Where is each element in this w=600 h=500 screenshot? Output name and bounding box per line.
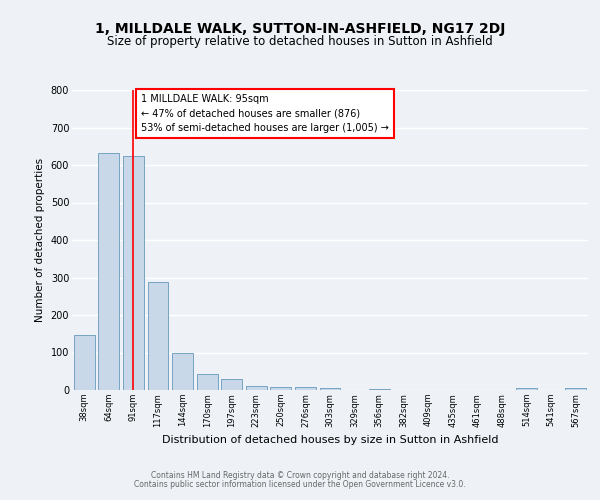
Bar [516,388,537,390]
Bar [320,388,340,390]
Bar [368,389,389,390]
Text: 1 MILLDALE WALK: 95sqm
← 47% of detached houses are smaller (876)
53% of semi-de: 1 MILLDALE WALK: 95sqm ← 47% of detached… [141,94,389,134]
Bar [197,374,218,390]
Bar [295,388,316,390]
Bar [98,153,119,390]
Text: Contains public sector information licensed under the Open Government Licence v3: Contains public sector information licen… [134,480,466,489]
Y-axis label: Number of detached properties: Number of detached properties [35,158,45,322]
Bar [172,352,193,390]
Text: Size of property relative to detached houses in Sutton in Ashfield: Size of property relative to detached ho… [107,35,493,48]
Bar [221,379,242,390]
Text: Contains HM Land Registry data © Crown copyright and database right 2024.: Contains HM Land Registry data © Crown c… [151,471,449,480]
Bar [271,387,292,390]
Bar [565,388,586,390]
Bar [246,386,267,390]
Bar [74,334,95,390]
Bar [148,282,169,390]
Text: 1, MILLDALE WALK, SUTTON-IN-ASHFIELD, NG17 2DJ: 1, MILLDALE WALK, SUTTON-IN-ASHFIELD, NG… [95,22,505,36]
Bar [123,156,144,390]
X-axis label: Distribution of detached houses by size in Sutton in Ashfield: Distribution of detached houses by size … [162,435,498,445]
